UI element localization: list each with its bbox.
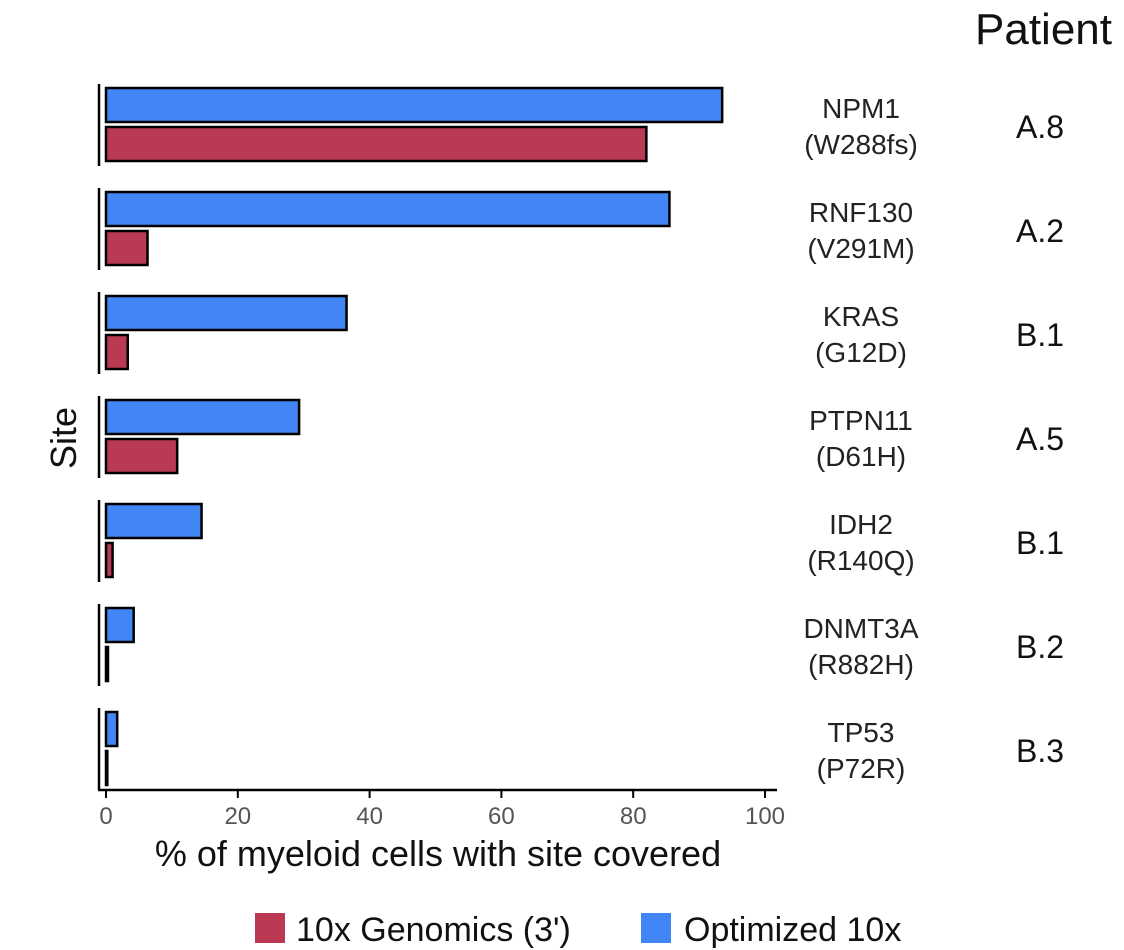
legend-label: Optimized 10x (684, 911, 901, 949)
patient-label: B.2 (1016, 629, 1064, 665)
bar-optimized-10x (104, 606, 135, 644)
patient-label: B.3 (1016, 733, 1064, 769)
x-axis-title: % of myeloid cells with site covered (155, 833, 721, 874)
patient-label: B.1 (1016, 525, 1064, 561)
site-mutation-label: (R882H) (808, 649, 914, 680)
bars-layer (97, 84, 724, 790)
site-mutation-label: (W288fs) (804, 129, 918, 160)
x-tick-label: 0 (99, 803, 112, 830)
bar-optimized-10x (104, 710, 119, 748)
bar-10x-genomics (104, 749, 109, 787)
bar-optimized-10x (104, 398, 301, 436)
patient-label: A.2 (1016, 213, 1064, 249)
bar-10x-genomics (104, 437, 179, 475)
x-tick-label: 80 (620, 803, 647, 830)
site-name-label: DNMT3A (803, 613, 918, 644)
patient-label: A.8 (1016, 109, 1064, 145)
bar-optimized-10x (104, 86, 724, 124)
y-axis-title: Site (43, 407, 84, 469)
bar-10x-genomics (104, 541, 114, 579)
site-name-label: TP53 (828, 717, 895, 748)
legend-label: 10x Genomics (3') (296, 911, 571, 949)
bar-optimized-10x (104, 190, 671, 228)
site-name-label: RNF130 (809, 197, 913, 228)
legend: 10x Genomics (3') Optimized 10x (255, 911, 901, 949)
site-mutation-label: (G12D) (815, 337, 907, 368)
x-axis: 0 20 40 60 80 100 (98, 788, 785, 830)
site-labels: NPM1 (W288fs) A.8 RNF130 (V291M) A.2 KRAS (G12D… (803, 93, 1064, 784)
x-tick-label: 20 (224, 803, 251, 830)
site-name-label: NPM1 (822, 93, 900, 124)
legend-swatch (255, 913, 285, 943)
site-mutation-label: (P72R) (817, 753, 906, 784)
x-tick-label: 100 (745, 803, 785, 830)
bar-10x-genomics (104, 125, 648, 163)
site-mutation-label: (V291M) (807, 233, 914, 264)
site-mutation-label: (R140Q) (807, 545, 914, 576)
site-name-label: IDH2 (829, 509, 893, 540)
site-name-label: PTPN11 (809, 405, 913, 436)
patient-label: A.5 (1016, 421, 1064, 457)
bar-optimized-10x (104, 294, 348, 332)
patient-label: B.1 (1016, 317, 1064, 353)
bar-10x-genomics (104, 229, 149, 267)
patient-header: Patient (975, 5, 1112, 54)
legend-swatch (641, 913, 671, 943)
x-tick-label: 60 (488, 803, 515, 830)
x-tick-label: 40 (356, 803, 383, 830)
bar-10x-genomics (104, 645, 110, 683)
bar-optimized-10x (104, 502, 203, 540)
site-name-label: KRAS (823, 301, 899, 332)
bar-10x-genomics (104, 333, 129, 371)
site-mutation-label: (D61H) (816, 441, 906, 472)
